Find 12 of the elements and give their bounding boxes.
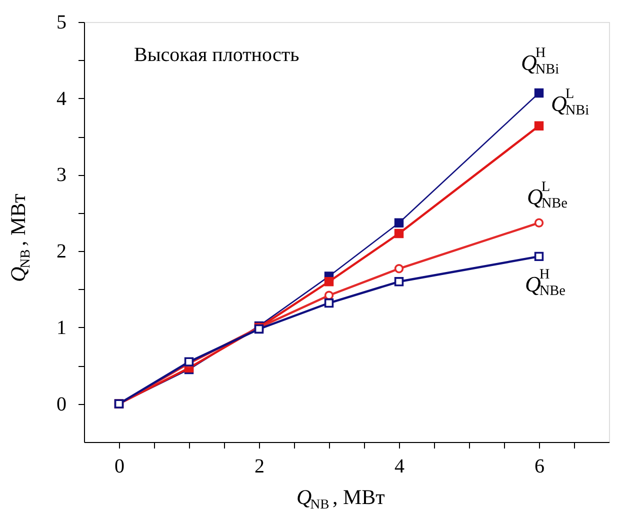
x-tick-label: 6 [534,456,544,478]
x-tick-label: 0 [114,456,124,478]
y-tick-label: 1 [56,316,66,339]
annotation: Высокая плотность [134,44,300,66]
y-tick-label: 2 [56,240,66,263]
y-tick-label: 3 [56,164,66,186]
x-tick-label: 2 [254,456,264,478]
y-tick-label: 4 [56,88,66,110]
x-tick-label: 4 [394,456,404,478]
y-tick-label: 5 [56,12,66,34]
y-axis-title: QNB, МВт [6,194,32,282]
y-tick-label: 0 [56,393,66,416]
